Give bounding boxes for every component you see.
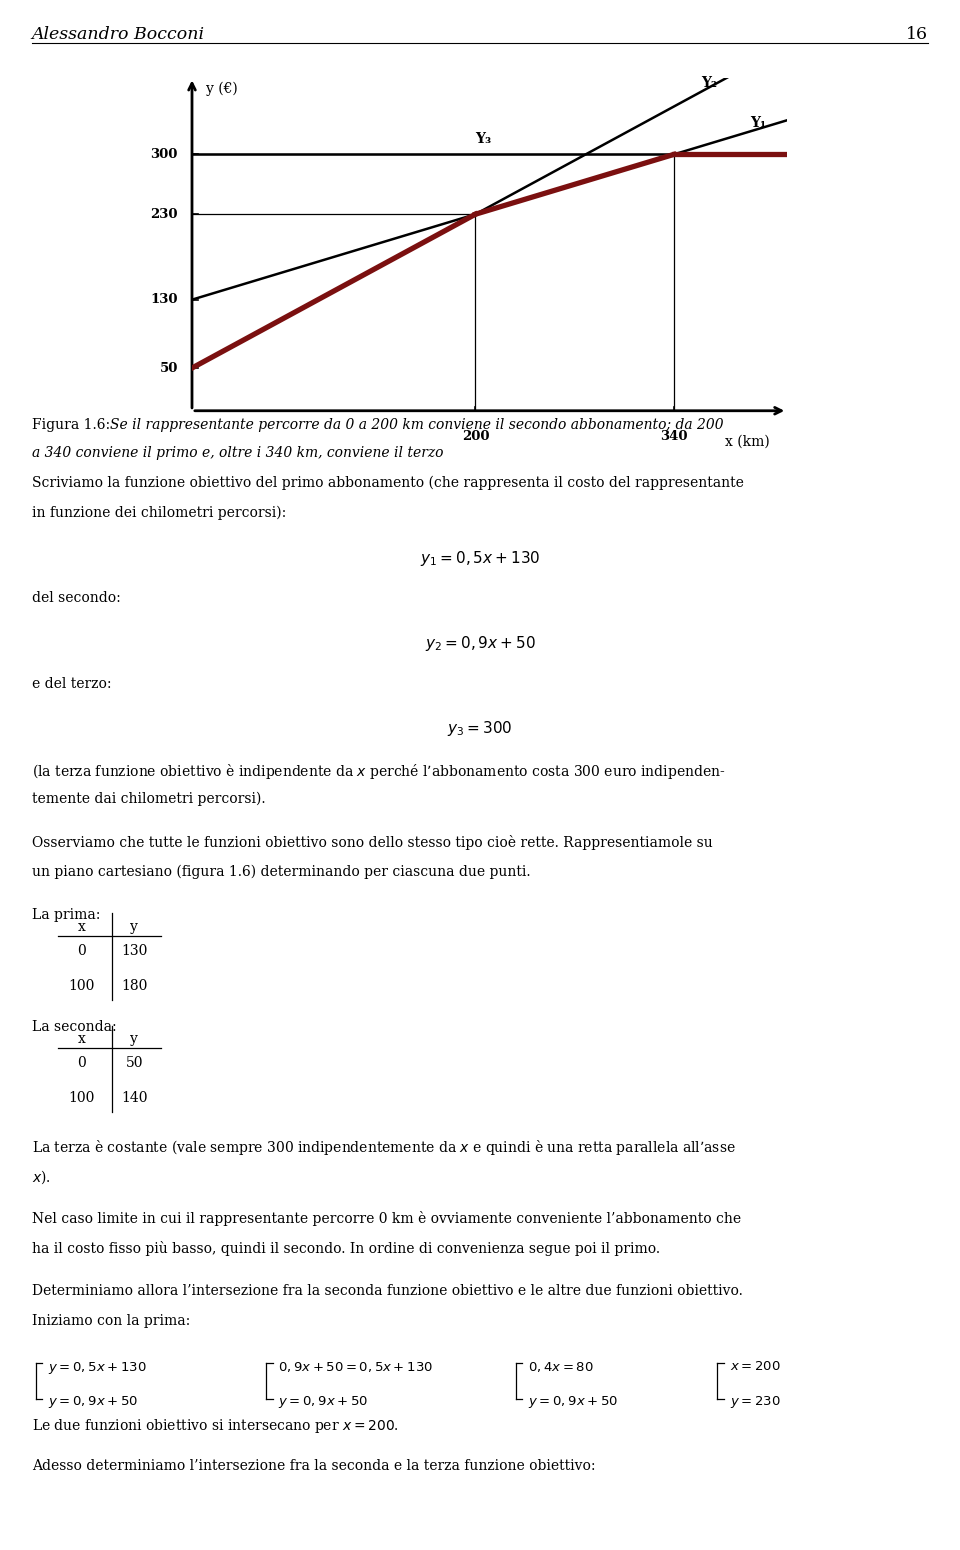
Text: $y = 0,5x + 130$: $y = 0,5x + 130$ [48, 1361, 147, 1376]
Text: y: y [131, 919, 138, 933]
Text: x: x [78, 1032, 85, 1046]
Text: y (€): y (€) [206, 82, 238, 96]
Text: La seconda:: La seconda: [32, 1020, 116, 1034]
Text: ha il costo fisso più basso, quindi il secondo. In ordine di convenienza segue p: ha il costo fisso più basso, quindi il s… [32, 1242, 660, 1256]
Text: Y₁: Y₁ [751, 116, 766, 130]
Text: Alessandro Bocconi: Alessandro Bocconi [32, 26, 204, 43]
Text: La terza è costante (vale sempre 300 indipendentemente da $x$ e quindi è una ret: La terza è costante (vale sempre 300 ind… [32, 1138, 735, 1156]
Text: 0: 0 [77, 944, 86, 958]
Text: Determiniamo allora l’intersezione fra la seconda funzione obiettivo e le altre : Determiniamo allora l’intersezione fra l… [32, 1283, 742, 1297]
Text: del secondo:: del secondo: [32, 591, 120, 606]
Text: Scriviamo la funzione obiettivo del primo abbonamento (che rappresenta il costo : Scriviamo la funzione obiettivo del prim… [32, 476, 744, 490]
Text: $0,9x + 50 = 0,5x + 130$: $0,9x + 50 = 0,5x + 130$ [278, 1361, 433, 1375]
Text: $y_2 = 0,9x + 50$: $y_2 = 0,9x + 50$ [424, 634, 536, 653]
Text: 50: 50 [126, 1056, 143, 1070]
Text: $y_3 = 300$: $y_3 = 300$ [447, 719, 513, 738]
Text: (la terza funzione obiettivo è indipendente da $x$ perché l’abbonamento costa 30: (la terza funzione obiettivo è indipende… [32, 761, 725, 781]
Text: a 340 conviene il primo e, oltre i 340 km, conviene il terzo: a 340 conviene il primo e, oltre i 340 k… [32, 446, 444, 460]
Text: x: x [78, 919, 85, 933]
Text: Adesso determiniamo l’intersezione fra la seconda e la terza funzione obiettivo:: Adesso determiniamo l’intersezione fra l… [32, 1459, 595, 1472]
Text: $0,4x = 80$: $0,4x = 80$ [528, 1361, 593, 1375]
Text: $y = 0,9x + 50$: $y = 0,9x + 50$ [48, 1393, 138, 1409]
Text: 180: 180 [121, 978, 148, 992]
Text: e del terzo:: e del terzo: [32, 676, 111, 691]
Text: $x$).: $x$). [32, 1169, 51, 1186]
Text: 340: 340 [660, 429, 687, 443]
Text: 50: 50 [159, 361, 178, 375]
Text: temente dai chilometri percorsi).: temente dai chilometri percorsi). [32, 792, 265, 806]
Text: in funzione dei chilometri percorsi):: in funzione dei chilometri percorsi): [32, 505, 286, 521]
Text: $y = 0,9x + 50$: $y = 0,9x + 50$ [528, 1393, 618, 1409]
Text: $y_1 = 0,5x + 130$: $y_1 = 0,5x + 130$ [420, 549, 540, 567]
Text: Osserviamo che tutte le funzioni obiettivo sono dello stesso tipo cioè rette. Ra: Osserviamo che tutte le funzioni obietti… [32, 834, 712, 849]
Text: un piano cartesiano (figura 1.6) determinando per ciascuna due punti.: un piano cartesiano (figura 1.6) determi… [32, 865, 530, 879]
Text: Le due funzioni obiettivo si intersecano per $x = 200$.: Le due funzioni obiettivo si intersecano… [32, 1417, 398, 1435]
Text: Y₂: Y₂ [701, 76, 717, 90]
Text: 130: 130 [121, 944, 148, 958]
Text: 0: 0 [77, 1056, 86, 1070]
Text: $y = 230$: $y = 230$ [730, 1393, 780, 1409]
Text: 300: 300 [151, 147, 178, 161]
Text: Nel caso limite in cui il rappresentante percorre 0 km è ovviamente conveniente : Nel caso limite in cui il rappresentante… [32, 1211, 741, 1226]
Text: 200: 200 [462, 429, 490, 443]
Text: y: y [131, 1032, 138, 1046]
Text: 100: 100 [68, 978, 95, 992]
Text: 230: 230 [151, 208, 178, 220]
Text: Iniziamo con la prima:: Iniziamo con la prima: [32, 1314, 190, 1328]
Text: $y = 0,9x + 50$: $y = 0,9x + 50$ [278, 1393, 369, 1409]
Text: $x = 200$: $x = 200$ [730, 1361, 780, 1373]
Text: Figura 1.6:: Figura 1.6: [32, 418, 109, 432]
Text: La prima:: La prima: [32, 907, 100, 922]
Text: Y₃: Y₃ [475, 132, 492, 146]
Text: 140: 140 [121, 1091, 148, 1105]
Text: 100: 100 [68, 1091, 95, 1105]
Text: Se il rappresentante percorre da 0 a 200 km conviene il secondo abbonamento; da : Se il rappresentante percorre da 0 a 200… [110, 418, 724, 432]
Text: 130: 130 [151, 293, 178, 307]
Text: x (km): x (km) [726, 434, 770, 448]
Text: 16: 16 [906, 26, 928, 43]
